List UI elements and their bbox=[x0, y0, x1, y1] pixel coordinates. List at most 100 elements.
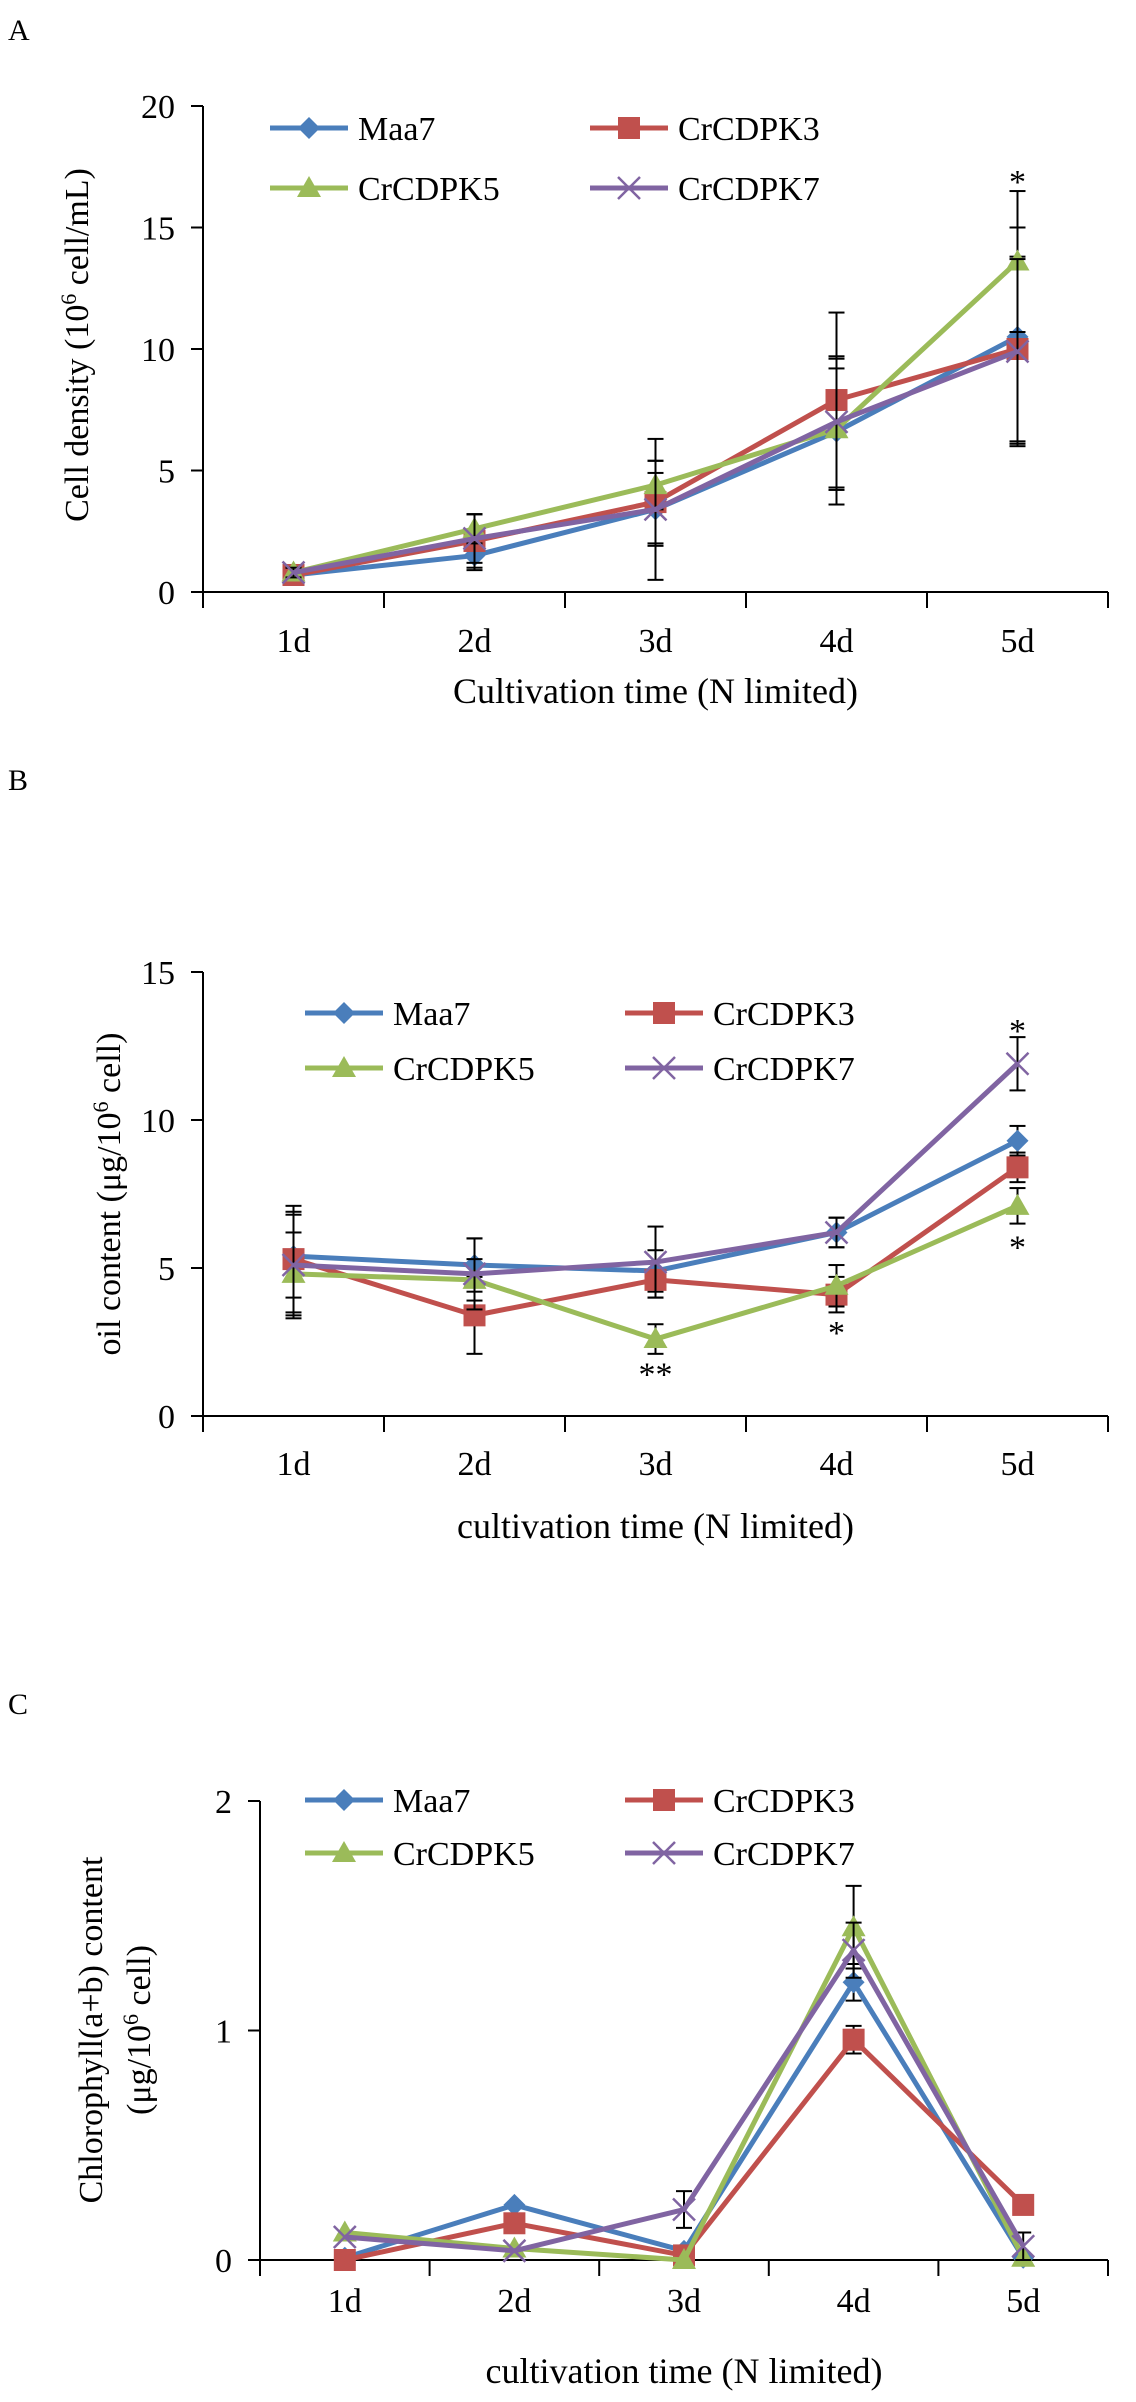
legend-label: Maa7 bbox=[393, 1783, 470, 1820]
legend-marker bbox=[652, 1841, 676, 1865]
panel-label: A bbox=[8, 14, 30, 47]
y-tick-label: 1 bbox=[215, 2014, 232, 2051]
chart-panel-c: C 0 1 2 1d 2d 3d 4d 5d cultivation time (N limite… bbox=[8, 1688, 1109, 2391]
legend-label: CrCDPK5 bbox=[393, 1051, 535, 1088]
legend-marker bbox=[297, 176, 321, 197]
legend: Maa7 CrCDPK3 CrCDPK5 CrCDPK7 bbox=[305, 996, 855, 1088]
legend-item-crcdpk3: CrCDPK3 bbox=[625, 1783, 855, 1820]
data-point bbox=[1006, 1129, 1029, 1152]
panel-label: C bbox=[8, 1688, 28, 1721]
data-point bbox=[643, 1250, 668, 1274]
x-tick-label: 2d bbox=[458, 1446, 492, 1483]
chart-panel-a: A 0 5 10 15 20 1d 2d 3d 4d 5d Cultivation time (N l… bbox=[8, 14, 1109, 711]
data-point bbox=[502, 2238, 527, 2263]
y-tick-label: 10 bbox=[141, 1103, 175, 1140]
data-point bbox=[503, 2212, 526, 2235]
legend-marker bbox=[653, 1789, 675, 1811]
data-point bbox=[824, 1273, 849, 1295]
legend-label: CrCDPK3 bbox=[713, 1783, 855, 1820]
significance-marker: ** bbox=[639, 1357, 673, 1394]
legend-marker bbox=[298, 117, 320, 139]
legend-item-crcdpk3: CrCDPK3 bbox=[590, 111, 820, 148]
legend-label: CrCDPK3 bbox=[713, 996, 855, 1033]
legend-label: CrCDPK5 bbox=[393, 1836, 535, 1873]
x-tick-label: 1d bbox=[277, 623, 311, 660]
significance-marker: * bbox=[1009, 1013, 1026, 1050]
legend-marker bbox=[653, 1002, 675, 1024]
x-tick-label: 1d bbox=[328, 2283, 362, 2320]
data-point bbox=[503, 2193, 526, 2216]
data-point bbox=[1012, 2193, 1035, 2216]
legend-marker bbox=[618, 117, 640, 139]
legend-item-maa7: Maa7 bbox=[305, 1783, 470, 1820]
legend-item-crcdpk5: CrCDPK5 bbox=[305, 1051, 535, 1088]
legend-item-crcdpk7: CrCDPK7 bbox=[625, 1836, 855, 1873]
data-point bbox=[643, 497, 668, 522]
data-point bbox=[462, 1262, 487, 1286]
y-tick-label: 0 bbox=[158, 575, 175, 612]
x-axis-title: Cultivation time (N limited) bbox=[453, 671, 858, 711]
legend-marker bbox=[617, 176, 641, 200]
y-tick-label: 10 bbox=[141, 332, 175, 369]
data-point bbox=[462, 526, 487, 551]
legend-label: CrCDPK7 bbox=[713, 1051, 855, 1088]
data-point bbox=[1005, 1193, 1030, 1215]
legend-label: Maa7 bbox=[358, 111, 435, 148]
legend-item-crcdpk7: CrCDPK7 bbox=[590, 171, 820, 208]
legend-marker bbox=[332, 1841, 356, 1862]
legend-item-crcdpk5: CrCDPK5 bbox=[305, 1836, 535, 1873]
x-tick-label: 3d bbox=[667, 2283, 701, 2320]
y-axis-title-line1: Chlorophyll(a+b) content bbox=[73, 1856, 110, 2203]
y-tick-label: 2 bbox=[215, 1784, 232, 1821]
y-tick-label: 0 bbox=[158, 1399, 175, 1436]
y-axis-title-tail: cell) bbox=[91, 1033, 128, 1102]
panel-label: B bbox=[8, 764, 28, 797]
legend-label: CrCDPK7 bbox=[713, 1836, 855, 1873]
y-axis-title-sup: 6 bbox=[56, 294, 81, 305]
data-point bbox=[1005, 339, 1030, 364]
legend-marker bbox=[333, 1789, 355, 1811]
y-axis-title: oil content (μg/106 cell) bbox=[88, 1033, 128, 1356]
data-point bbox=[281, 1253, 306, 1277]
legend-item-maa7: Maa7 bbox=[305, 996, 470, 1033]
data-point bbox=[842, 2028, 865, 2051]
y-tick-label: 5 bbox=[158, 1251, 175, 1288]
legend-item-crcdpk7: CrCDPK7 bbox=[625, 1051, 855, 1088]
y-axis-title-sup: 6 bbox=[88, 1101, 113, 1112]
legend-label: CrCDPK3 bbox=[678, 111, 820, 148]
y-axis-title-sup: 6 bbox=[118, 2014, 143, 2025]
x-axis-title: cultivation time (N limited) bbox=[457, 1506, 854, 1546]
legend-marker bbox=[652, 1056, 676, 1080]
chart-panel-b: B 0 5 10 15 1d 2d 3d 4d 5d cultivation time (N lim… bbox=[8, 764, 1109, 1546]
x-tick-label: 2d bbox=[497, 2283, 531, 2320]
x-tick-label: 4d bbox=[837, 2283, 871, 2320]
data-point bbox=[672, 2248, 696, 2269]
significance-marker: * bbox=[1009, 1229, 1026, 1266]
series-crcdpk7 bbox=[332, 1921, 1036, 2263]
series-line bbox=[344, 1947, 1026, 2254]
y-axis-title-main: oil content (μg/10 bbox=[91, 1112, 128, 1355]
legend-marker bbox=[333, 1002, 355, 1024]
data-point bbox=[281, 560, 306, 585]
y-tick-label: 0 bbox=[215, 2243, 232, 2280]
y-axis-title-main: Cell density (10 bbox=[59, 305, 96, 522]
significance-marker: * bbox=[828, 1315, 845, 1352]
data-point bbox=[841, 1938, 866, 1963]
y-axis-title-main: (μg/10 bbox=[121, 2025, 158, 2115]
y-axis-title-text: (μg/106 cell) bbox=[118, 1945, 158, 2115]
x-tick-label: 1d bbox=[277, 1446, 311, 1483]
legend: Maa7 CrCDPK3 CrCDPK5 CrCDPK7 bbox=[305, 1783, 855, 1873]
x-tick-label: 4d bbox=[820, 1446, 854, 1483]
series-crcdpk3 bbox=[333, 2024, 1035, 2271]
data-point bbox=[1006, 1156, 1029, 1179]
y-tick-label: 20 bbox=[141, 89, 175, 126]
data-point bbox=[1005, 1051, 1030, 1076]
series-crcdpk7 bbox=[281, 258, 1030, 585]
legend-item-maa7: Maa7 bbox=[270, 111, 435, 148]
data-point bbox=[824, 1220, 849, 1245]
y-axis-title-tail: cell) bbox=[121, 1945, 158, 2014]
data-point bbox=[332, 2225, 357, 2249]
significance-marker: * bbox=[1009, 164, 1026, 201]
data-point bbox=[333, 2249, 356, 2271]
